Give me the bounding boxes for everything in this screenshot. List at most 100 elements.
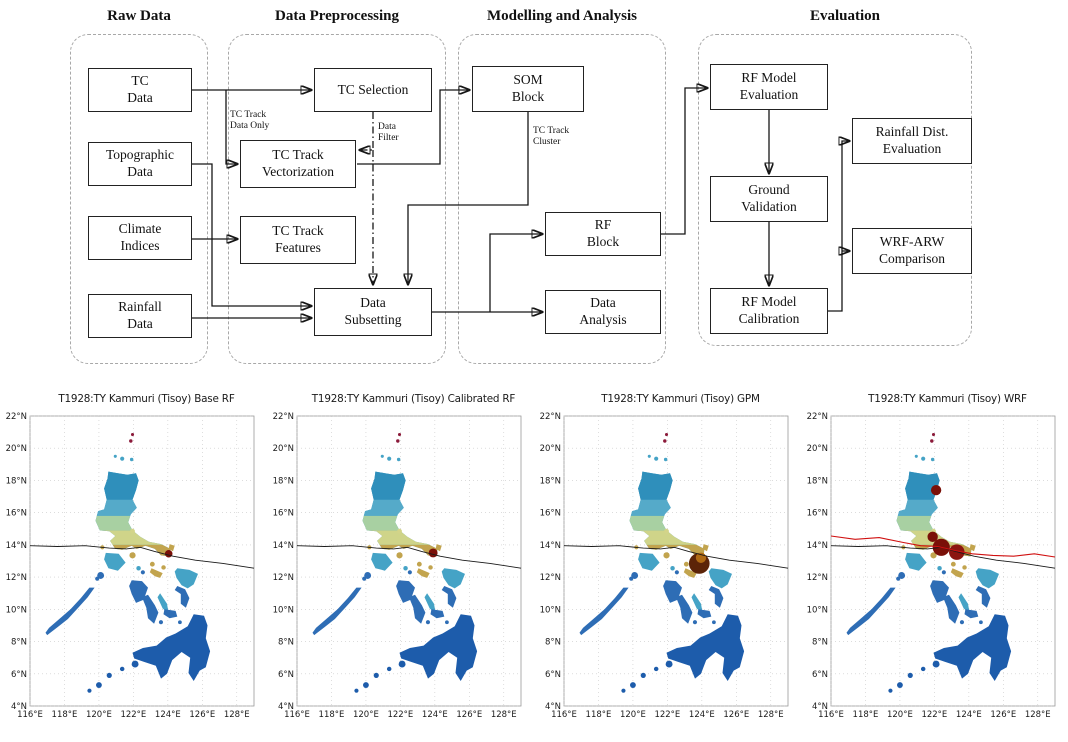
y-tick-label: 22°N [540, 412, 561, 422]
map-panel-base: T1928:TY Kammuri (Tisoy) Base RF 22°N 20°N… [0, 392, 267, 742]
rain-hotspot [927, 531, 938, 543]
box-rf-model-calibration: RF Model Calibration [710, 288, 828, 334]
y-tick-label: 8°N [11, 638, 27, 648]
box-topographic: Topographic Data [88, 142, 192, 186]
box-data-subsetting: Data Subsetting [314, 288, 432, 336]
y-tick-label: 8°N [278, 638, 294, 648]
box-rainfall-data: Rainfall Data [88, 294, 192, 338]
x-tick-label: 120°E [86, 710, 112, 720]
x-tick-label: 126°E [723, 710, 749, 720]
y-tick-label: 12°N [807, 573, 828, 583]
y-tick-label: 10°N [540, 605, 561, 615]
map-base: 22°N 20°N 18°N 16°N 14°N 12°N 10°N 8°N 6°N 4°N116… [6, 412, 255, 720]
y-tick-label: 6°N [11, 670, 27, 680]
x-tick-label: 128°E [491, 710, 517, 720]
y-tick-label: 16°N [273, 509, 294, 519]
x-tick-label: 126°E [456, 710, 482, 720]
x-tick-label: 118°E [52, 710, 78, 720]
y-tick-label: 14°N [273, 541, 294, 551]
box-wrf-arw-comparison: WRF-ARW Comparison [852, 228, 972, 274]
map-panel-wrf: T1928:TY Kammuri (Tisoy) WRF 22°N 20°N 18°N… [801, 392, 1068, 742]
section-title-raw-data: Raw Data [107, 8, 171, 24]
edge-label-tc-track-cluster: TC Track Cluster [533, 126, 570, 148]
y-tick-label: 20°N [540, 444, 561, 454]
x-tick-label: 116°E [17, 710, 43, 720]
grid [296, 415, 521, 707]
y-tick-label: 18°N [807, 476, 828, 486]
y-tick-label: 22°N [6, 412, 27, 422]
y-tick-label: 10°N [807, 605, 828, 615]
y-tick-label: 4°N [278, 702, 294, 712]
x-tick-label: 124°E [689, 710, 715, 720]
section-title-evaluation: Evaluation [809, 8, 881, 24]
box-tc-data: TC Data [88, 68, 192, 112]
rain-hotspot [164, 549, 173, 558]
y-tick-label: 14°N [540, 541, 561, 551]
x-tick-label: 126°E [990, 710, 1016, 720]
tc-track-line [563, 545, 789, 569]
x-tick-label: 128°E [1025, 710, 1051, 720]
box-ground-validation: Ground Validation [710, 176, 828, 222]
rain-hotspot [428, 548, 438, 558]
box-tc-selection: TC Selection [314, 68, 432, 112]
y-tick-label: 12°N [540, 573, 561, 583]
y-tick-label: 6°N [545, 670, 561, 680]
map-gpm: 22°N 20°N 18°N 16°N 14°N 12°N 10°N 8°N 6°N 4°N116… [540, 412, 789, 720]
box-data-analysis: Data Analysis [545, 290, 661, 334]
map-title: T1928:TY Kammuri (Tisoy) WRF [868, 393, 1027, 405]
tc-track-line [29, 545, 255, 569]
y-tick-label: 12°N [6, 573, 27, 583]
x-tick-label: 128°E [224, 710, 250, 720]
y-tick-label: 18°N [540, 476, 561, 486]
x-tick-label: 116°E [551, 710, 577, 720]
x-tick-label: 120°E [620, 710, 646, 720]
map-panel-calibrated: T1928:TY Kammuri (Tisoy) Calibrated RF 22… [267, 392, 534, 742]
x-tick-label: 120°E [353, 710, 379, 720]
x-tick-label: 124°E [956, 710, 982, 720]
x-tick-label: 116°E [818, 710, 844, 720]
tc-track-line [296, 545, 522, 569]
y-tick-label: 16°N [540, 509, 561, 519]
y-tick-label: 16°N [807, 509, 828, 519]
x-tick-label: 120°E [887, 710, 913, 720]
box-rf-block: RF Block [545, 212, 661, 256]
map-panel-gpm: T1928:TY Kammuri (Tisoy) GPM 22°N 20°N 18°N… [534, 392, 801, 742]
x-tick-label: 122°E [387, 710, 413, 720]
y-tick-label: 16°N [6, 509, 27, 519]
box-vectorization: TC Track Vectorization [240, 140, 356, 188]
y-tick-label: 14°N [6, 541, 27, 551]
x-tick-label: 128°E [758, 710, 784, 720]
y-tick-label: 18°N [6, 476, 27, 486]
map-title: T1928:TY Kammuri (Tisoy) GPM [601, 393, 760, 405]
x-tick-label: 126°E [189, 710, 215, 720]
rainfall-maps: T1928:TY Kammuri (Tisoy) Base RF 22°N 20°N… [0, 392, 1068, 742]
section-title-modelling-analysis: Modelling and Analysis [486, 8, 638, 24]
y-tick-label: 10°N [273, 605, 294, 615]
section-title-preprocessing: Data Preprocessing [274, 8, 400, 24]
rain-hotspot [930, 484, 942, 496]
edge-label-data-filter: Data Filter [378, 122, 399, 144]
wrf-track-line [830, 535, 1056, 558]
y-tick-label: 14°N [807, 541, 828, 551]
y-tick-label: 8°N [812, 638, 828, 648]
map-title: T1928:TY Kammuri (Tisoy) Base RF [58, 393, 235, 405]
map-title: T1928:TY Kammuri (Tisoy) Calibrated RF [311, 393, 516, 405]
box-track-features: TC Track Features [240, 216, 356, 264]
x-tick-label: 124°E [155, 710, 181, 720]
y-tick-label: 4°N [11, 702, 27, 712]
x-tick-label: 122°E [654, 710, 680, 720]
x-tick-label: 118°E [586, 710, 612, 720]
box-rf-model-evaluation: RF Model Evaluation [710, 64, 828, 110]
x-tick-label: 116°E [284, 710, 310, 720]
y-tick-label: 20°N [273, 444, 294, 454]
y-tick-label: 20°N [6, 444, 27, 454]
y-tick-label: 18°N [273, 476, 294, 486]
y-tick-label: 20°N [807, 444, 828, 454]
map-calibrated: 22°N 20°N 18°N 16°N 14°N 12°N 10°N 8°N 6°N 4°N116… [273, 412, 522, 720]
philippines-map [579, 432, 745, 693]
y-tick-label: 12°N [273, 573, 294, 583]
methodology-flowchart: Raw Data Data Preprocessing Modelling an… [70, 8, 972, 364]
edge-label-tc-track-data-only: TC Track Data Only [230, 110, 270, 132]
y-tick-label: 10°N [6, 605, 27, 615]
